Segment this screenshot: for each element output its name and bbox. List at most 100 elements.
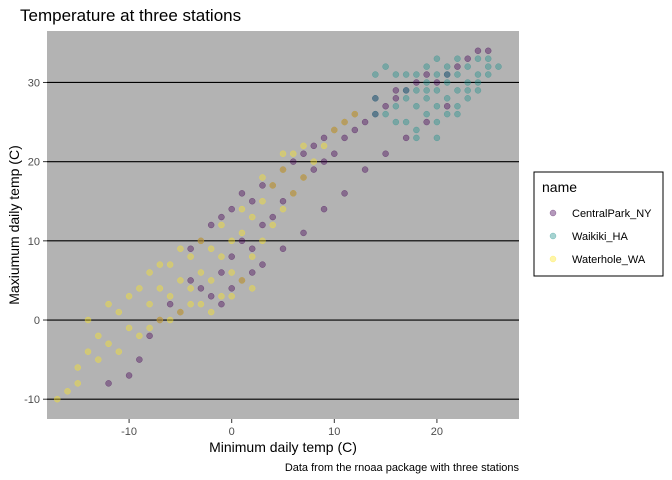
data-point [361, 166, 369, 173]
y-tick-label: 30 [28, 77, 40, 89]
data-point [300, 174, 307, 181]
data-point [146, 300, 153, 308]
data-point [392, 102, 400, 110]
data-point [423, 87, 430, 94]
data-point [484, 63, 492, 70]
data-point [454, 71, 461, 78]
data-point [474, 47, 482, 55]
legend-key-CentralPark_NY [549, 209, 557, 217]
data-point [423, 118, 430, 126]
data-point [207, 293, 215, 300]
data-point [84, 348, 92, 355]
data-point [228, 205, 235, 213]
data-point [484, 47, 492, 55]
data-point [413, 71, 420, 78]
data-point [166, 300, 174, 308]
data-point [238, 237, 246, 245]
data-point [382, 110, 389, 118]
data-point [187, 253, 194, 260]
data-point [454, 102, 461, 110]
data-point [402, 118, 410, 126]
legend-label-Waterhole_WA: Waterhole_WA [572, 254, 646, 266]
data-point [238, 229, 246, 237]
series-CentralPark_NY [105, 47, 492, 387]
data-point [423, 110, 430, 118]
axis-ticks: -10 0 10 20 -10 0 10 20 30 [24, 77, 443, 438]
data-point [248, 253, 256, 260]
data-point [259, 221, 266, 229]
data-point [320, 158, 328, 165]
data-point [423, 63, 430, 70]
data-point [95, 332, 102, 340]
data-point [402, 87, 410, 94]
data-point [464, 55, 471, 62]
data-point [372, 71, 379, 78]
data-point [156, 261, 164, 268]
data-point [402, 71, 410, 78]
data-point [382, 102, 389, 110]
data-point [207, 277, 215, 284]
data-point [392, 118, 400, 126]
data-point [156, 316, 164, 324]
data-point [146, 324, 153, 332]
data-point [310, 166, 318, 173]
data-point [115, 308, 123, 316]
data-point [269, 182, 276, 189]
data-point [320, 142, 328, 150]
data-point [392, 71, 400, 78]
data-point [310, 158, 318, 165]
data-point [290, 150, 297, 157]
data-point [433, 134, 441, 142]
data-point [443, 95, 451, 102]
data-point [166, 261, 174, 268]
plot-panel [47, 31, 519, 419]
data-point [423, 79, 430, 86]
data-point [228, 253, 235, 260]
data-point [464, 79, 471, 86]
legend-key-Waikiki_HA [549, 232, 557, 240]
data-point [228, 293, 235, 300]
data-point [248, 269, 256, 276]
series-Waterhole_WA [54, 110, 359, 403]
data-point [187, 245, 194, 253]
data-point [464, 87, 471, 94]
series-Waikiki_HA [372, 55, 502, 142]
data-point [218, 253, 225, 260]
data-point [197, 300, 205, 308]
data-point [341, 190, 348, 197]
data-point [187, 285, 194, 292]
data-point [187, 277, 194, 284]
data-point [279, 245, 287, 253]
data-point [125, 372, 133, 379]
data-point [443, 79, 451, 86]
data-points [54, 47, 502, 403]
data-point [290, 158, 297, 165]
data-point [300, 229, 307, 237]
data-point [177, 308, 184, 316]
data-point [402, 95, 410, 102]
data-point [105, 300, 112, 308]
data-point [259, 261, 266, 268]
data-point [433, 87, 441, 94]
y-tick-label: 20 [28, 157, 40, 169]
data-point [218, 221, 225, 229]
data-point [392, 87, 400, 94]
data-point [320, 134, 328, 142]
data-point [74, 364, 82, 371]
data-point [238, 205, 246, 213]
data-point [197, 285, 205, 292]
data-point [341, 118, 348, 126]
legend: name CentralPark_NY Waikiki_HA Waterhole_W… [533, 171, 664, 277]
data-point [146, 269, 153, 276]
y-tick-label: -10 [24, 394, 40, 406]
data-point [166, 316, 174, 324]
data-point [218, 293, 225, 300]
data-point [464, 63, 471, 70]
data-point [177, 245, 184, 253]
data-point [331, 126, 338, 134]
data-point [136, 285, 143, 292]
data-point [125, 324, 133, 332]
legend-items: CentralPark_NY Waikiki_HA Waterhole_WA [549, 208, 652, 266]
data-point [105, 340, 112, 348]
